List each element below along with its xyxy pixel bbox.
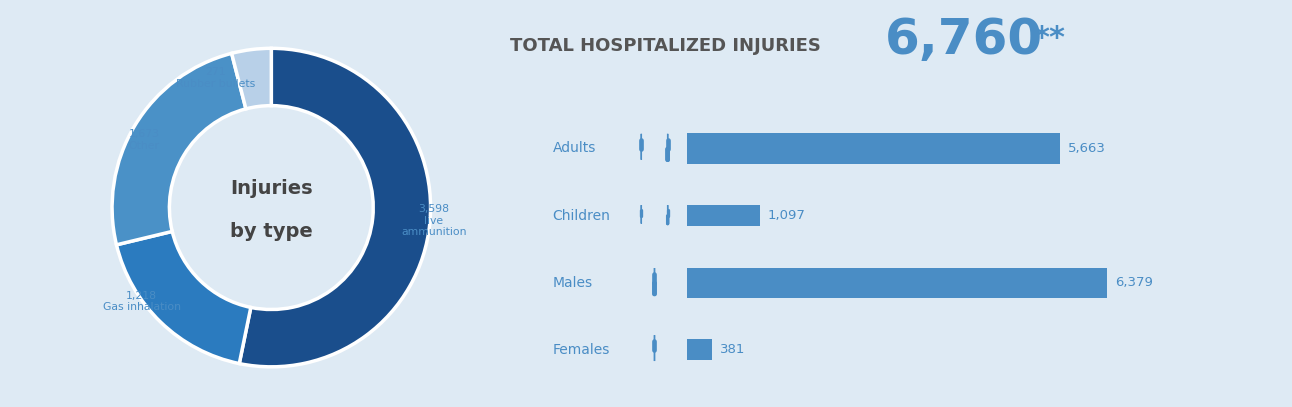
Text: 1,218
Gas inhalation: 1,218 Gas inhalation bbox=[102, 291, 181, 312]
Text: by type: by type bbox=[230, 222, 313, 241]
Text: Children: Children bbox=[553, 208, 610, 223]
Bar bbox=[687, 339, 712, 361]
Text: Injuries: Injuries bbox=[230, 179, 313, 198]
Wedge shape bbox=[112, 53, 245, 245]
Text: 1,673
Other: 1,673 Other bbox=[128, 129, 159, 151]
Wedge shape bbox=[116, 232, 251, 363]
Text: Females: Females bbox=[553, 343, 610, 357]
Text: **: ** bbox=[1034, 24, 1066, 53]
Text: 1,097: 1,097 bbox=[767, 209, 805, 222]
Text: 271
Rubber bullets: 271 Rubber bullets bbox=[176, 67, 255, 89]
Bar bbox=[687, 133, 1059, 164]
Bar bbox=[687, 267, 1107, 298]
Text: 6,379: 6,379 bbox=[1115, 276, 1152, 289]
Wedge shape bbox=[231, 48, 271, 109]
Text: Adults: Adults bbox=[553, 142, 596, 155]
Text: 3,598
live
ammunition: 3,598 live ammunition bbox=[402, 204, 466, 237]
Text: 5,663: 5,663 bbox=[1068, 142, 1106, 155]
Text: 381: 381 bbox=[721, 343, 745, 356]
Text: 6,760: 6,760 bbox=[885, 16, 1043, 64]
Wedge shape bbox=[239, 48, 430, 367]
Text: Males: Males bbox=[553, 276, 593, 290]
Bar bbox=[687, 205, 760, 226]
Text: TOTAL HOSPITALIZED INJURIES: TOTAL HOSPITALIZED INJURIES bbox=[510, 37, 822, 55]
